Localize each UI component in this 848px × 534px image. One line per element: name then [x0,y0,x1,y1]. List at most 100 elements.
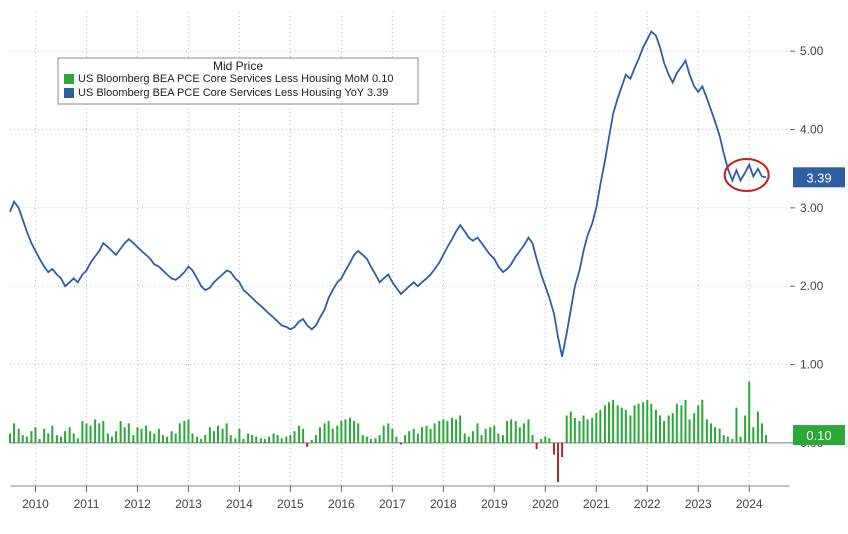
x-tick-label: 2013 [175,497,202,511]
x-tick-label: 2012 [124,497,151,511]
bar [680,405,682,443]
bar [222,429,224,443]
y-tick-label: 2.00 [800,279,824,293]
bar [634,405,636,443]
bar [149,431,151,443]
bar [536,443,538,449]
x-tick-label: 2024 [736,497,763,511]
bar [340,421,342,443]
bar [77,438,79,443]
bar [735,408,737,443]
x-tick-label: 2018 [430,497,457,511]
bar [548,438,550,443]
bar [532,435,534,443]
bar [761,423,763,443]
bar [64,431,66,443]
bar [629,415,631,442]
bar [625,410,627,443]
legend-swatch [64,88,74,98]
bar [234,438,236,443]
bar [264,439,266,443]
legend-label: US Bloomberg BEA PCE Core Services Less … [78,87,388,99]
bar [9,434,11,443]
bar [387,423,389,443]
bar [757,412,759,443]
bar [51,426,53,443]
bar [217,426,219,443]
bar [493,426,495,443]
bar [273,434,275,443]
bar [752,427,754,443]
bar [158,429,160,443]
bar [540,439,542,443]
bar [595,413,597,443]
bar [315,435,317,443]
bar [583,415,585,442]
bar [557,443,559,482]
bar [242,439,244,443]
bar [166,437,168,443]
bar [362,435,364,443]
y-tick-label: 3.00 [800,201,824,215]
bar [73,434,75,443]
bar [120,421,122,443]
bar [196,437,198,443]
bar [578,421,580,443]
bar [85,423,87,443]
bar [527,419,529,443]
bar [18,429,20,443]
bar [183,421,185,443]
bar [642,402,644,443]
x-tick-label: 2023 [685,497,712,511]
bar [668,415,670,442]
bar [421,427,423,443]
bar [506,421,508,443]
bar [570,412,572,443]
bar [115,431,117,443]
bar [238,429,240,443]
bar [56,435,58,443]
bar [404,435,406,443]
bar [714,427,716,443]
bar [349,418,351,443]
bar [293,431,295,443]
bar [434,423,436,443]
bar [684,400,686,443]
bar [476,423,478,443]
bar [153,434,155,443]
bar [748,382,750,443]
bar [561,443,563,457]
bar [442,419,444,443]
bar [111,437,113,443]
bar [302,429,304,443]
bar [599,410,601,443]
bar [13,423,15,443]
bar [663,421,665,443]
bar [60,437,62,443]
bar [285,437,287,443]
chart-container: 2010201120122013201420152016201720182019… [0,0,848,534]
bar [723,435,725,443]
bar [481,435,483,443]
bar [145,426,147,443]
bar [136,427,138,443]
bar [646,400,648,443]
bar [655,410,657,443]
x-tick-label: 2011 [74,497,100,511]
x-tick-label: 2016 [328,497,355,511]
bar [209,427,211,443]
bar [102,421,104,443]
bar [621,408,623,443]
bar [171,431,173,443]
x-tick-label: 2014 [226,497,253,511]
x-tick-label: 2010 [22,497,49,511]
bar [727,437,729,443]
bar [375,438,377,443]
y-tick-label: 5.00 [800,44,824,58]
legend-label: US Bloomberg BEA PCE Core Services Less … [78,73,393,85]
bar [438,421,440,443]
svg-text:0.10: 0.10 [806,428,831,443]
bar [200,439,202,443]
bar [553,443,555,455]
bar [226,423,228,443]
